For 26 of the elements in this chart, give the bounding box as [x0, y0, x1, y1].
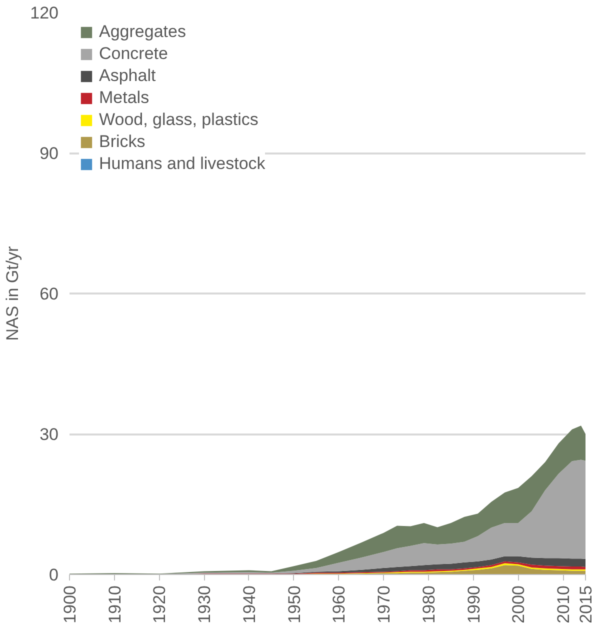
legend-label: Asphalt — [99, 66, 156, 86]
x-tick-label: 1970 — [374, 585, 394, 624]
y-tick-label: 0 — [49, 566, 59, 584]
legend-label: Aggregates — [99, 22, 186, 42]
legend-label: Humans and livestock — [99, 154, 266, 174]
y-tick-label: 30 — [40, 425, 59, 444]
y-axis-title: NAS in Gt/yr — [3, 246, 22, 341]
x-tick-label: 2000 — [509, 585, 528, 624]
x-tick-label: 1980 — [419, 585, 438, 624]
x-tick-label: 1910 — [105, 585, 124, 624]
legend-label: Concrete — [99, 44, 168, 64]
x-tick-label: 1940 — [240, 585, 259, 624]
x-tick-label: 2015 — [576, 585, 593, 624]
y-tick-label: 60 — [40, 284, 59, 304]
x-tick-label: 1920 — [150, 585, 170, 624]
x-tick-label: 1930 — [195, 585, 214, 624]
y-tick-label: 90 — [40, 144, 59, 163]
x-tick-label: 2010 — [554, 585, 574, 624]
legend-label: Bricks — [99, 132, 146, 152]
x-tick-label: 1900 — [60, 585, 80, 624]
x-tick-label: 1990 — [464, 585, 484, 624]
legend-label: Wood, glass, plastics — [99, 110, 258, 130]
x-tick-label: 1960 — [330, 585, 349, 624]
x-tick-label: 1950 — [284, 585, 304, 624]
legend-label: Metals — [99, 88, 150, 108]
y-tick-label: 120 — [30, 4, 59, 22]
